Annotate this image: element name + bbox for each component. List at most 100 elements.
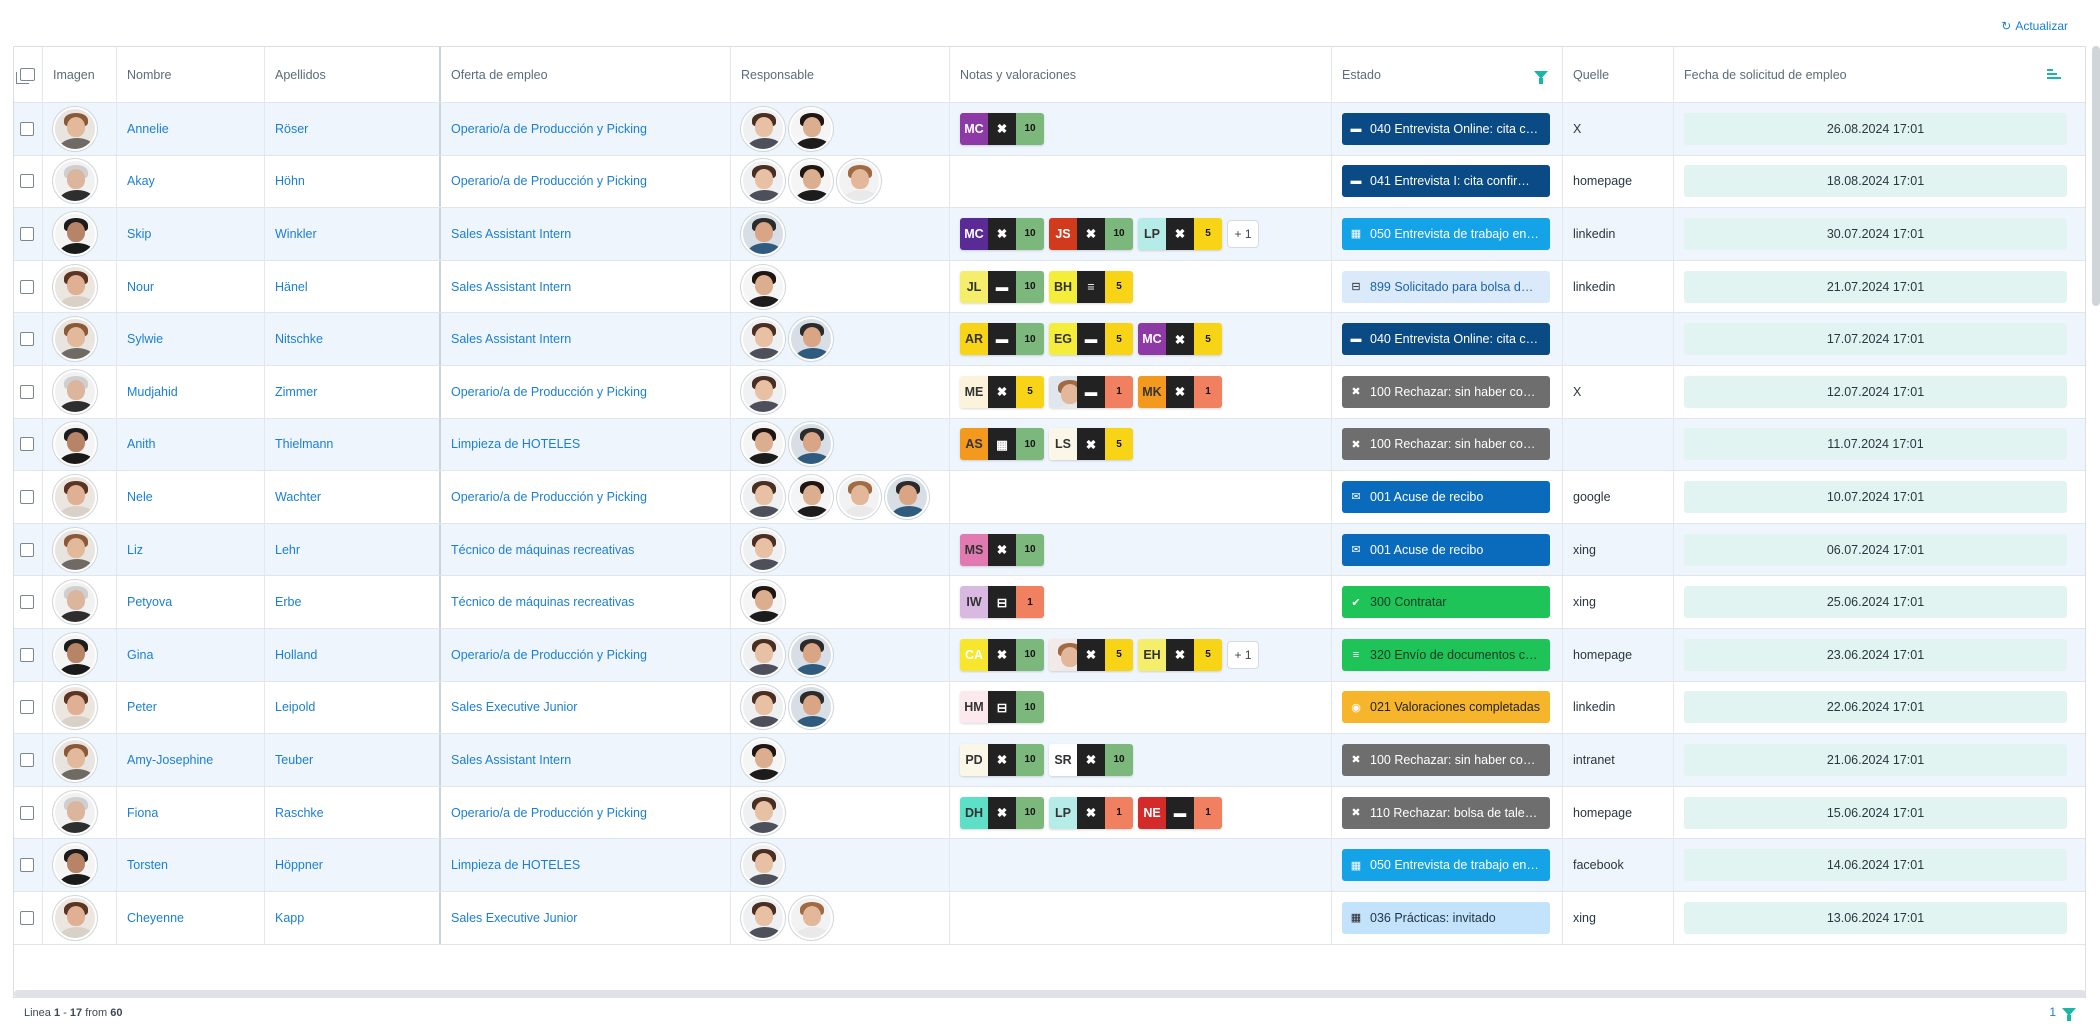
rating-chip[interactable]: ▬ 1: [1049, 375, 1133, 408]
rating-chip[interactable]: MC ✖ 5: [1138, 323, 1222, 356]
job-offer-link[interactable]: Operario/a de Producción y Picking: [451, 647, 647, 662]
more-notes-button[interactable]: + 1: [1227, 219, 1259, 248]
candidate-last-name[interactable]: Wachter: [275, 489, 322, 504]
col-header-nombre[interactable]: Nombre: [117, 47, 265, 102]
candidate-first-name[interactable]: Akay: [127, 174, 155, 189]
row-checkbox[interactable]: [20, 805, 34, 820]
rating-chip[interactable]: HM ⊟ 10: [960, 691, 1044, 724]
candidate-last-name[interactable]: Kapp: [275, 910, 305, 925]
candidate-first-name[interactable]: Skip: [127, 226, 152, 241]
rating-chip[interactable]: IW ⊟ 1: [960, 586, 1044, 619]
rating-chip[interactable]: AS ▦ 10: [960, 428, 1044, 461]
candidate-first-name[interactable]: Torsten: [127, 858, 168, 873]
candidate-last-name[interactable]: Höhn: [275, 174, 305, 189]
rating-chip[interactable]: BH ≡ 5: [1049, 270, 1133, 303]
job-offer-link[interactable]: Limpieza de HOTELES: [451, 858, 581, 873]
candidate-last-name[interactable]: Höppner: [275, 858, 323, 873]
more-notes-button[interactable]: + 1: [1227, 640, 1259, 669]
rating-chip[interactable]: CA ✖ 10: [960, 638, 1044, 671]
job-offer-link[interactable]: Limpieza de HOTELES: [451, 437, 581, 452]
status-badge[interactable]: ▬ 040 Entrevista Online: cita con...: [1342, 323, 1550, 356]
table-row[interactable]: Liz Lehr Técnico de máquinas recreativas MS…: [14, 523, 2085, 577]
job-offer-link[interactable]: Operario/a de Producción y Picking: [451, 805, 647, 820]
table-row[interactable]: Torsten Höppner Limpieza de HOTELES ▦ 050 En…: [14, 839, 2085, 892]
job-offer-link[interactable]: Técnico de máquinas recreativas: [451, 595, 635, 610]
filter-icon[interactable]: [1534, 70, 1548, 84]
job-offer-link[interactable]: Operario/a de Producción y Picking: [451, 384, 647, 399]
status-badge[interactable]: ▦ 050 Entrevista de trabajo en li...: [1342, 849, 1550, 882]
status-badge[interactable]: ≡ 320 Envío de documentos con...: [1342, 638, 1550, 671]
table-row[interactable]: Annelie Röser Operario/a de Producción y P…: [14, 103, 2085, 156]
col-header-notas[interactable]: Notas y valoraciones: [950, 47, 1332, 102]
rating-chip[interactable]: MC ✖ 10: [960, 217, 1044, 250]
job-offer-link[interactable]: Sales Assistant Intern: [451, 279, 572, 294]
candidate-first-name[interactable]: Annelie: [127, 121, 169, 136]
rating-chip[interactable]: AR ▬ 10: [960, 323, 1044, 356]
job-offer-link[interactable]: Operario/a de Producción y Picking: [451, 174, 647, 189]
candidate-first-name[interactable]: Nele: [127, 489, 153, 504]
status-badge[interactable]: ✖ 100 Rechazar: sin haber conta...: [1342, 743, 1550, 776]
candidate-first-name[interactable]: Cheyenne: [127, 910, 184, 925]
rating-chip[interactable]: SR ✖ 10: [1049, 743, 1133, 776]
rating-chip[interactable]: EG ▬ 5: [1049, 323, 1133, 356]
rating-chip[interactable]: JS ✖ 10: [1049, 217, 1133, 250]
rating-chip[interactable]: ✖ 5: [1049, 638, 1133, 671]
row-checkbox[interactable]: [20, 542, 34, 557]
row-checkbox[interactable]: [20, 174, 34, 189]
job-offer-link[interactable]: Sales Executive Junior: [451, 910, 578, 925]
col-header-apellidos[interactable]: Apellidos: [265, 47, 441, 102]
status-badge[interactable]: ▬ 040 Entrevista Online: cita con...: [1342, 112, 1550, 145]
rating-chip[interactable]: LP ✖ 1: [1049, 796, 1133, 829]
row-checkbox[interactable]: [20, 489, 34, 504]
col-header-oferta[interactable]: Oferta de empleo: [441, 47, 731, 102]
sort-icon[interactable]: [2047, 68, 2061, 81]
rating-chip[interactable]: LS ✖ 5: [1049, 428, 1133, 461]
rating-chip[interactable]: DH ✖ 10: [960, 796, 1044, 829]
table-row[interactable]: Peter Leipold Sales Executive Junior HM ⊟ 10 ◉…: [14, 681, 2085, 735]
candidate-first-name[interactable]: Amy-Josephine: [127, 752, 214, 767]
status-badge[interactable]: ✖ 100 Rechazar: sin haber conta...: [1342, 428, 1550, 461]
row-checkbox[interactable]: [20, 384, 34, 399]
row-checkbox[interactable]: [20, 647, 34, 662]
table-row[interactable]: Amy-Josephine Teuber Sales Assistant Inter…: [14, 734, 2085, 787]
rating-chip[interactable]: MS ✖ 10: [960, 533, 1044, 566]
rating-chip[interactable]: NE ▬ 1: [1138, 796, 1222, 829]
table-row[interactable]: Fiona Raschke Operario/a de Producción y P…: [14, 786, 2085, 840]
status-badge[interactable]: ⊟ 899 Solicitado para bolsa de ta...: [1342, 270, 1550, 303]
status-badge[interactable]: ◉ 021 Valoraciones completadas: [1342, 691, 1550, 724]
status-badge[interactable]: ▦ 036 Prácticas: invitado: [1342, 901, 1550, 934]
candidate-last-name[interactable]: Röser: [275, 121, 309, 136]
row-checkbox[interactable]: [20, 279, 34, 294]
candidate-first-name[interactable]: Mudjahid: [127, 384, 178, 399]
candidate-last-name[interactable]: Raschke: [275, 805, 324, 820]
table-row[interactable]: Cheyenne Kapp Sales Executive Junior ▦ 036 P…: [14, 892, 2085, 945]
candidate-last-name[interactable]: Nitschke: [275, 332, 323, 347]
candidate-last-name[interactable]: Lehr: [275, 542, 301, 557]
col-header-fecha[interactable]: Fecha de solicitud de empleo: [1674, 47, 2085, 102]
col-header-responsable[interactable]: Responsable: [731, 47, 950, 102]
row-checkbox[interactable]: [20, 121, 34, 136]
table-row[interactable]: Sylwie Nitschke Sales Assistant Intern AR ▬ 1…: [14, 313, 2085, 366]
candidate-last-name[interactable]: Thielmann: [275, 437, 334, 452]
rating-chip[interactable]: EH ✖ 5: [1138, 638, 1222, 671]
rating-chip[interactable]: JL ▬ 10: [960, 270, 1044, 303]
rating-chip[interactable]: LP ✖ 5: [1138, 217, 1222, 250]
table-row[interactable]: Nour Hänel Sales Assistant Intern JL ▬ 10 BH ≡ 5…: [14, 260, 2085, 314]
candidate-first-name[interactable]: Peter: [127, 700, 157, 715]
candidate-first-name[interactable]: Fiona: [127, 805, 159, 820]
job-offer-link[interactable]: Sales Assistant Intern: [451, 332, 572, 347]
table-row[interactable]: Anith Thielmann Limpieza de HOTELES AS ▦ 10 LS…: [14, 418, 2085, 472]
status-badge[interactable]: ▬ 041 Entrevista I: cita confirmada: [1342, 165, 1550, 198]
row-checkbox[interactable]: [20, 910, 34, 925]
job-offer-link[interactable]: Sales Assistant Intern: [451, 226, 572, 241]
table-row[interactable]: Gina Holland Operario/a de Producción y Pi…: [14, 629, 2085, 682]
job-offer-link[interactable]: Operario/a de Producción y Picking: [451, 121, 647, 136]
candidate-first-name[interactable]: Sylwie: [127, 332, 164, 347]
job-offer-link[interactable]: Operario/a de Producción y Picking: [451, 489, 647, 504]
candidate-first-name[interactable]: Nour: [127, 279, 155, 294]
candidate-last-name[interactable]: Holland: [275, 647, 318, 662]
table-row[interactable]: Nele Wachter Operario/a de Producción y Pi…: [14, 471, 2085, 524]
rating-chip[interactable]: MC ✖ 10: [960, 112, 1044, 145]
candidate-first-name[interactable]: Anith: [127, 437, 156, 452]
status-badge[interactable]: ✉ 001 Acuse de recibo: [1342, 533, 1550, 566]
